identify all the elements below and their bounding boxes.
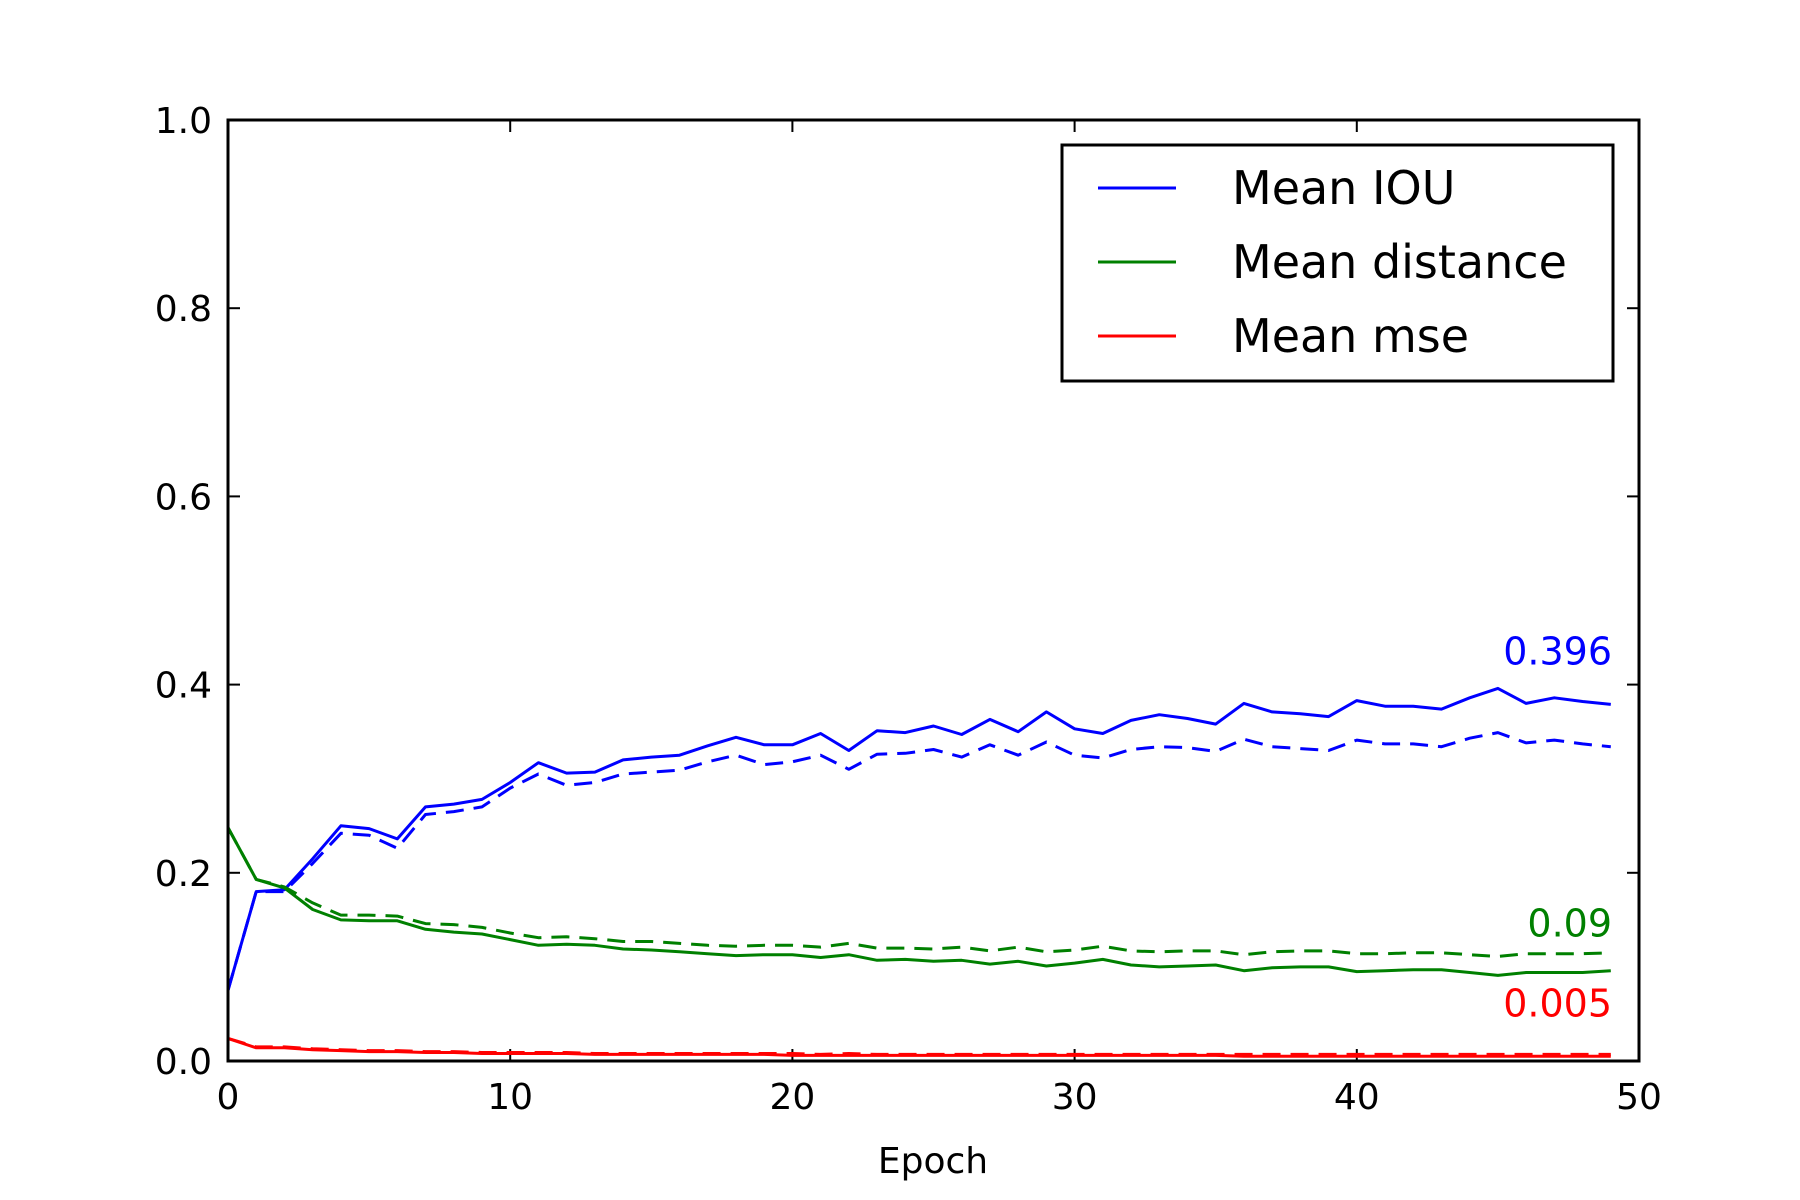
annotation-label: 0.005 <box>1503 981 1612 1025</box>
series-lines <box>226 686 1611 1058</box>
x-tick-label: 20 <box>769 1077 815 1118</box>
plot-frame <box>226 118 1641 1063</box>
x-axis-title: Epoch <box>878 1141 988 1182</box>
legend-label: Mean mse <box>1232 309 1469 363</box>
y-tick-label: 0.6 <box>155 477 212 518</box>
series-line-dashed-5 <box>227 1036 1611 1056</box>
x-tick-label: 30 <box>1052 1077 1098 1118</box>
legend: Mean IOU Mean distance Mean mse <box>1060 143 1615 383</box>
end-value-annotations: 0.396 0.09 0.005 <box>1503 629 1612 1025</box>
y-tick-label: 0.8 <box>155 289 212 330</box>
x-tick-label: 10 <box>487 1077 533 1118</box>
y-tick-label: 0.4 <box>155 666 212 707</box>
x-tick-label: 0 <box>217 1077 240 1118</box>
x-tick-label: 50 <box>1616 1077 1662 1118</box>
series-line-dashed-3 <box>226 826 1611 958</box>
series-line-solid-2 <box>226 826 1611 977</box>
tick-labels: 0 10 20 30 40 50 0.0 0.2 0.4 0.6 0.8 1.0 <box>155 101 1662 1118</box>
annotation-label: 0.09 <box>1527 901 1612 945</box>
y-tick-label: 0.2 <box>155 854 212 895</box>
legend-label: Mean distance <box>1232 235 1567 289</box>
legend-label: Mean IOU <box>1232 161 1455 215</box>
x-tick-label: 40 <box>1334 1077 1380 1118</box>
series-line-solid-0 <box>226 686 1611 991</box>
y-tick-label: 1.0 <box>155 101 212 142</box>
annotation-label: 0.396 <box>1503 629 1612 673</box>
y-tick-label: 0.0 <box>155 1042 212 1083</box>
series-line-dashed-1 <box>226 731 1611 991</box>
